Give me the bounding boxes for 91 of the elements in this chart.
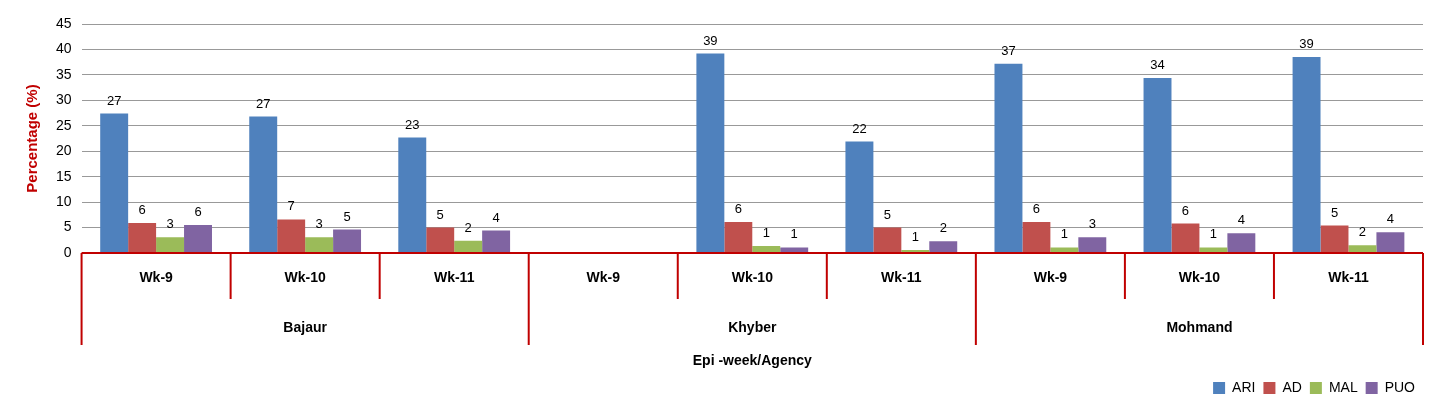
bar — [100, 113, 129, 253]
data-label: 37 — [1001, 42, 1016, 58]
x-tick-label: Wk-9 — [586, 268, 621, 285]
legend-label: MAL — [1328, 378, 1358, 395]
bar — [1022, 221, 1051, 253]
data-label: 4 — [492, 209, 500, 225]
bar — [184, 225, 212, 253]
text: Mohmand — [1166, 318, 1233, 335]
data-label: 5 — [883, 206, 891, 222]
data-label: 2 — [1358, 224, 1367, 240]
bar — [426, 227, 455, 253]
data-label: 3 — [315, 216, 323, 232]
data-label: 1 — [1060, 226, 1068, 242]
y-tick-label: 40 — [55, 40, 72, 57]
bar — [1376, 232, 1405, 253]
data-label: 6 — [194, 204, 202, 220]
bar — [845, 141, 874, 253]
bar — [1143, 77, 1172, 253]
bar — [780, 247, 809, 253]
y-tick-label: 35 — [55, 65, 72, 82]
data-label: 1 — [790, 226, 798, 242]
data-label: 27 — [106, 92, 122, 108]
data-label: 5 — [1330, 204, 1339, 220]
bar — [398, 137, 427, 253]
data-label: 22 — [852, 120, 867, 136]
y-tick-label: 0 — [63, 243, 72, 260]
y-tick-label: 10 — [55, 192, 72, 209]
data-label: 6 — [138, 202, 146, 218]
text: Khyber — [728, 318, 777, 335]
bar — [482, 230, 511, 253]
x-axis-title: Epi -week/Agency — [692, 351, 813, 368]
data-label: 6 — [1181, 202, 1190, 218]
bar — [994, 63, 1023, 253]
data-label: 4 — [1237, 212, 1245, 228]
data-label: 27 — [255, 95, 271, 111]
data-label: 6 — [734, 201, 742, 217]
x-tick-label: Wk-9 — [1033, 268, 1068, 285]
data-label: 5 — [343, 208, 351, 224]
bar — [1199, 247, 1228, 253]
bar — [1078, 237, 1107, 253]
bar — [1348, 245, 1377, 253]
data-label: 6 — [1032, 201, 1041, 217]
data-label: 2 — [939, 220, 947, 236]
y-tick-label: 15 — [55, 167, 72, 184]
bar — [277, 219, 306, 253]
legend-label: AD — [1282, 378, 1302, 395]
data-label: 34 — [1150, 57, 1165, 73]
x-tick-label: Wk-9 — [139, 268, 174, 285]
bar — [1227, 233, 1256, 253]
bar — [929, 241, 958, 253]
bar — [305, 237, 334, 253]
y-tick-label: 30 — [55, 91, 72, 108]
data-label: 3 — [166, 216, 174, 232]
data-label: 39 — [703, 32, 718, 48]
data-label: 1 — [762, 224, 770, 240]
data-label: 1 — [911, 229, 919, 245]
x-tick-label: Wk-11 — [1328, 268, 1369, 285]
legend-label: PUO — [1384, 378, 1416, 395]
y-tick-label: 5 — [63, 218, 72, 235]
data-label: 1 — [1209, 226, 1218, 242]
data-label: 23 — [405, 116, 420, 132]
data-label: 5 — [436, 206, 444, 222]
y-tick-label: 25 — [55, 116, 72, 133]
bar — [873, 227, 902, 253]
data-label: 7 — [287, 198, 295, 214]
x-tick-label: Wk-11 — [881, 268, 922, 285]
y-axis-title: Percentage (%) — [23, 84, 41, 193]
data-label: 39 — [1299, 36, 1314, 52]
bar — [752, 245, 781, 253]
bar — [696, 53, 725, 253]
x-tick-label: Wk-10 — [731, 268, 774, 285]
data-label: 3 — [1088, 216, 1096, 232]
x-tick-label: Wk-10 — [284, 268, 326, 285]
x-tick-label: Wk-11 — [433, 268, 475, 285]
text: Bajaur — [283, 318, 328, 335]
y-tick-label: 45 — [55, 14, 72, 31]
bar — [724, 221, 753, 253]
data-label: 2 — [464, 219, 472, 235]
bar — [1320, 225, 1349, 253]
bar — [156, 237, 185, 253]
bar — [249, 116, 278, 253]
bar — [1171, 223, 1200, 253]
bar — [333, 229, 362, 253]
y-tick-label: 20 — [55, 142, 72, 159]
bar — [1050, 247, 1079, 253]
legend-label: ARI — [1232, 378, 1256, 395]
bar — [454, 240, 483, 253]
x-tick-label: Wk-10 — [1178, 268, 1221, 285]
bar — [128, 222, 157, 253]
data-label: 4 — [1386, 211, 1395, 227]
bar — [1292, 57, 1321, 253]
